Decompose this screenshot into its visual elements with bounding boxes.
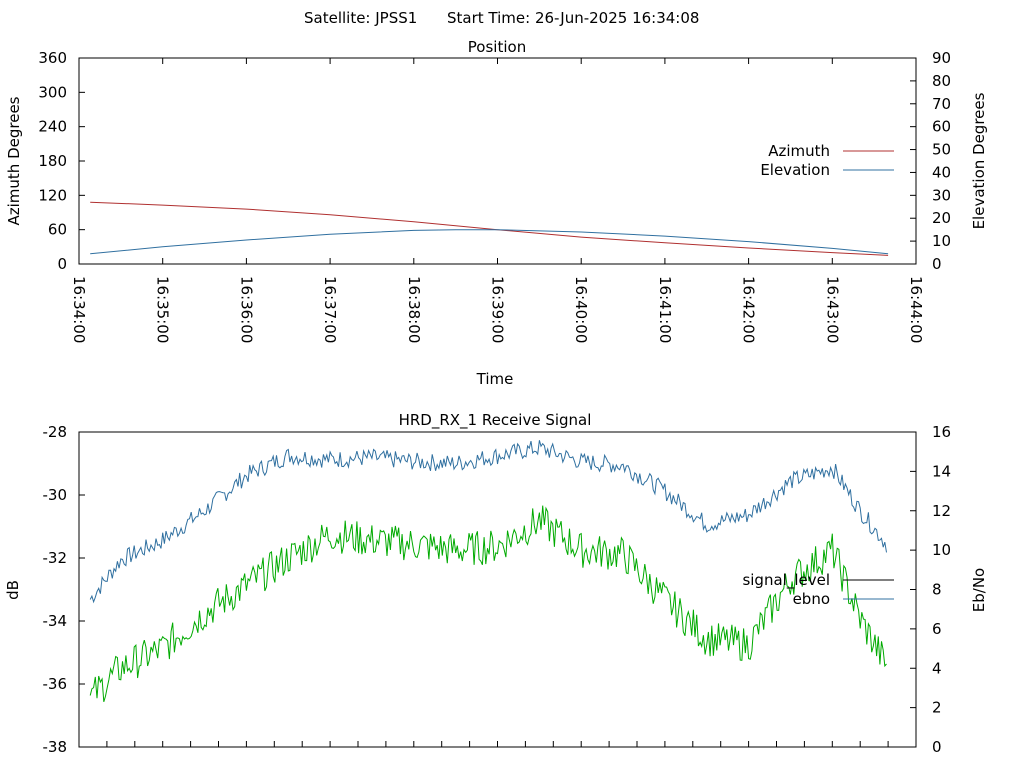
series-line-Elevation	[90, 229, 889, 255]
y2-tick-label: 12	[932, 502, 951, 520]
y-tick-label: -36	[43, 675, 68, 693]
x-tick-label: 16:41:00	[656, 276, 674, 343]
y2-tick-label: 0	[932, 255, 942, 273]
series-line-series-2	[89, 505, 887, 703]
x-tick-label: 16:42:00	[740, 276, 758, 343]
y2-tick-label: 6	[932, 620, 942, 638]
position-chart: Position Azimuth Degrees Elevation Degre…	[5, 38, 988, 388]
x-tick-label: 16:37:00	[321, 276, 339, 343]
y2-tick-label: 4	[932, 659, 942, 677]
position-y-axis-label: Azimuth Degrees	[5, 96, 23, 225]
y-tick-label: 60	[48, 221, 67, 239]
y2-tick-label: 8	[932, 581, 942, 599]
position-y2-axis-label: Elevation Degrees	[970, 92, 988, 229]
receive-x-ticks	[78, 741, 917, 747]
y2-tick-label: 10	[932, 541, 951, 559]
receive-series	[89, 440, 887, 703]
receive-signal-chart: HRD_RX_1 Receive Signal dB Eb/No -38-36-…	[4, 411, 988, 756]
y2-tick-label: 20	[932, 209, 951, 227]
y-tick-label: 180	[38, 152, 67, 170]
x-tick-label: 16:36:00	[237, 276, 255, 343]
y2-tick-label: 2	[932, 699, 942, 717]
x-tick-label: 16:38:00	[405, 276, 423, 343]
legend-label: Azimuth	[768, 142, 830, 160]
chart-header: Satellite: JPSS1 Start Time: 26-Jun-2025…	[304, 9, 699, 27]
receive-y-axis-label: dB	[4, 580, 22, 600]
y2-tick-label: 80	[932, 72, 951, 90]
receive-y2-ticks: 0 2 4 6 8 10 12 14 16	[910, 423, 951, 756]
y-tick-label: 0	[57, 255, 67, 273]
y-tick-label: -38	[43, 738, 68, 756]
x-tick-label: 16:40:00	[572, 276, 590, 343]
y-tick-label: -28	[43, 423, 68, 441]
y2-tick-label: 0	[932, 738, 942, 756]
x-tick-label: 16:34:00	[70, 276, 88, 343]
y2-tick-label: 60	[932, 118, 951, 136]
receive-y2-axis-label: Eb/No	[970, 568, 988, 612]
y-tick-label: 360	[38, 49, 67, 67]
legend-label: Elevation	[760, 161, 830, 179]
y-tick-label: -34	[43, 612, 68, 630]
y2-tick-label: 30	[932, 186, 951, 204]
x-tick-label: 16:39:00	[489, 276, 507, 343]
position-y-ticks: 0 60 120 180 240 300 360	[38, 49, 85, 273]
y-tick-label: 300	[38, 83, 67, 101]
y2-tick-label: 16	[932, 423, 951, 441]
y2-tick-label: 90	[932, 49, 951, 67]
y2-tick-label: 14	[932, 462, 951, 480]
x-tick-label: 16:43:00	[823, 276, 841, 343]
start-time-label: Start Time: 26-Jun-2025 16:34:08	[447, 9, 699, 27]
x-tick-label: 16:44:00	[907, 276, 925, 343]
receive-chart-title: HRD_RX_1 Receive Signal	[399, 411, 592, 430]
y-tick-label: 120	[38, 186, 67, 204]
legend-label: signal_level	[742, 571, 830, 590]
receive-y-ticks: -38 -36 -34 -32 -30 -28	[43, 423, 85, 756]
y2-tick-label: 70	[932, 95, 951, 113]
position-series	[90, 201, 889, 256]
series-line-ebno	[89, 440, 887, 604]
position-y2-ticks: 0 10 20 30 40 50 60 70 80 90	[910, 49, 951, 273]
y-tick-label: -32	[43, 549, 68, 567]
position-x-axis-label: Time	[476, 370, 514, 388]
y2-tick-label: 40	[932, 163, 951, 181]
legend-label: ebno	[793, 590, 830, 608]
position-chart-title: Position	[468, 38, 526, 56]
x-tick-label: 16:35:00	[154, 276, 172, 343]
y-tick-label: -30	[43, 486, 68, 504]
y2-tick-label: 50	[932, 141, 951, 159]
y2-tick-label: 10	[932, 232, 951, 250]
series-line-Azimuth	[90, 201, 889, 256]
y-tick-label: 240	[38, 118, 67, 136]
position-x-ticks: 16:34:00 16:35:00 16:36:00 16:37:00 16:38:00…	[70, 58, 925, 343]
satellite-label: Satellite: JPSS1	[304, 9, 417, 27]
